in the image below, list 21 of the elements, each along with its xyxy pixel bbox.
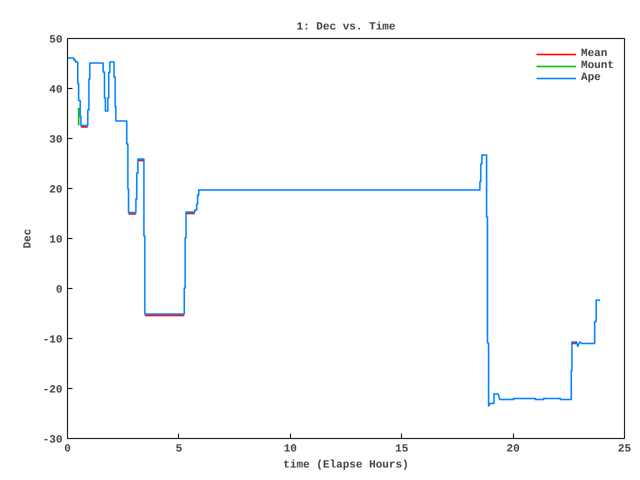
y-tick-label: 40 <box>49 84 62 96</box>
x-tick-label: 10 <box>284 444 297 456</box>
y-tick-label: 20 <box>49 184 62 196</box>
legend-label: Mean <box>580 48 608 60</box>
x-tick-label: 25 <box>618 444 632 456</box>
y-tick-label: 50 <box>49 34 62 46</box>
y-tick-label: -20 <box>42 384 63 396</box>
x-tick-label: 0 <box>64 444 71 456</box>
y-tick-label: 0 <box>56 284 63 296</box>
y-tick-label: 30 <box>49 134 62 146</box>
y-tick-label: -10 <box>42 334 63 346</box>
y-tick-label: -30 <box>42 434 63 446</box>
x-tick-label: 20 <box>506 444 520 456</box>
legend-label: Mount <box>580 60 614 72</box>
y-axis-title: Dec <box>22 228 35 248</box>
x-tick-label: 5 <box>176 444 183 456</box>
x-axis-title: time (Elapse Hours) <box>283 460 409 472</box>
chart-title: 1: Dec vs. Time <box>296 22 396 34</box>
y-tick-label: 10 <box>49 234 62 246</box>
legend-label: Ape <box>580 72 601 84</box>
x-tick-label: 15 <box>395 444 409 456</box>
